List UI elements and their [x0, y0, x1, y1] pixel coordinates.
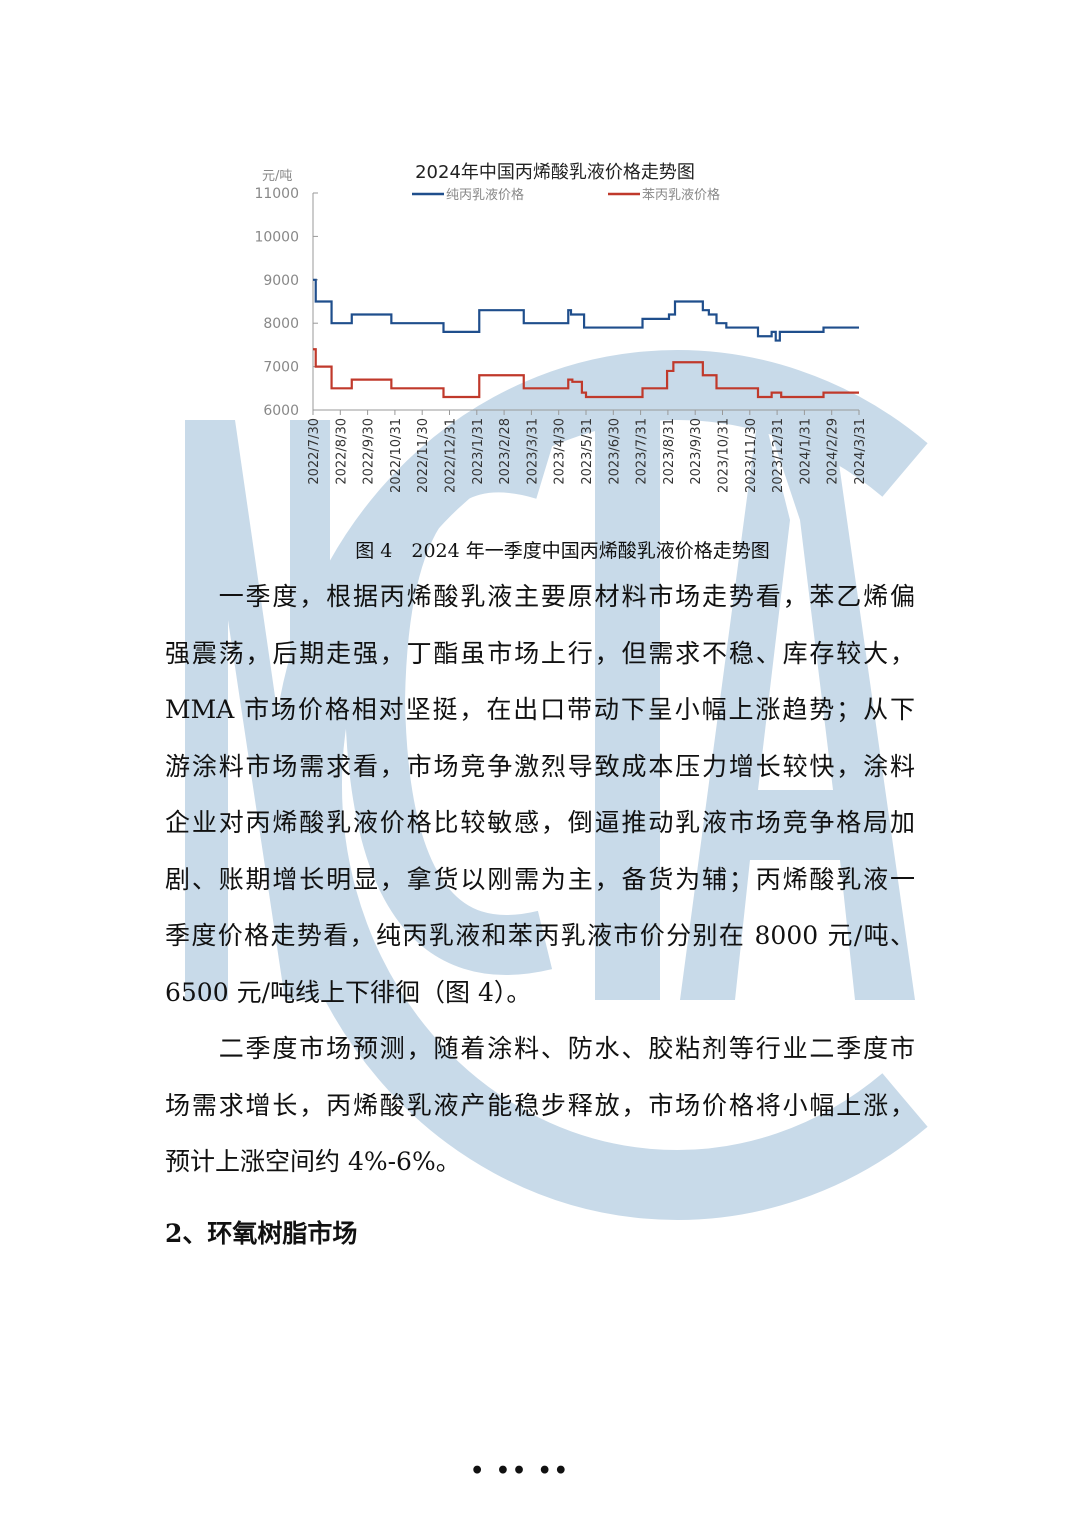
- section-heading: 2、环氧树脂市场: [165, 1219, 358, 1248]
- x-tick-label: 2022/11/30: [416, 418, 431, 493]
- x-tick-label: 2023/2/28: [498, 418, 513, 485]
- text-line: 剧、账期增长明显，拿货以刚需为主，备货为辅；丙烯酸乳液一: [165, 864, 915, 894]
- page-footer: • •• ••: [470, 1458, 570, 1484]
- y-tick-label: 6000: [263, 403, 299, 419]
- text-line: 强震荡，后期走强，丁酯虽市场上行，但需求不稳、库存较大，: [165, 638, 915, 668]
- text-line: 游涂料市场需求看，市场竞争激烈导致成本压力增长较快，涂料: [165, 751, 915, 781]
- paragraph-q1: 一季度，根据丙烯酸乳液主要原材料市场走势看，苯乙烯偏 强震荡，后期走强，丁酯虽市…: [165, 569, 915, 1021]
- x-tick-label: 2023/8/31: [662, 418, 677, 485]
- x-tick-label: 2022/12/31: [444, 418, 459, 493]
- y-tick-label: 9000: [263, 273, 299, 289]
- text-line: 6500 元/吨线上下徘徊（图 4）。: [165, 977, 532, 1007]
- text-line: MMA 市场价格相对坚挺，在出口带动下呈小幅上涨趋势；从下: [165, 695, 915, 724]
- text-line: 二季度市场预测，随着涂料、防水、胶粘剂等行业二季度市: [165, 1034, 915, 1063]
- x-tick-label: 2023/5/31: [580, 418, 595, 485]
- y-tick-label: 8000: [263, 316, 299, 332]
- x-tick-label: 2023/9/30: [689, 418, 704, 485]
- x-tick-label: 2023/1/31: [471, 418, 486, 485]
- series-line: [313, 348, 859, 399]
- text-line: 企业对丙烯酸乳液价格比较敏感，倒逼推动乳液市场竞争格局加: [165, 808, 915, 837]
- x-tick-label: 2023/11/30: [744, 418, 759, 493]
- paragraph-q2: 二季度市场预测，随着涂料、防水、胶粘剂等行业二季度市 场需求增长，丙烯酸乳液产能…: [165, 1021, 915, 1191]
- x-tick-label: 2024/2/29: [826, 418, 841, 485]
- x-tick-label: 2023/6/30: [607, 418, 622, 485]
- y-tick-label: 11000: [254, 186, 299, 202]
- x-tick-label: 2023/3/31: [525, 418, 540, 485]
- x-tick-label: 2023/7/31: [635, 418, 650, 485]
- x-tick-label: 2023/4/30: [553, 418, 568, 485]
- x-tick-label: 2024/1/31: [798, 418, 813, 485]
- figure-caption: 图 4 2024 年一季度中国丙烯酸乳液价格走势图: [355, 540, 770, 562]
- x-tick-label: 2023/10/31: [717, 418, 732, 493]
- watermark-letter-n: [185, 420, 330, 1000]
- x-tick-label: 2024/3/31: [853, 418, 868, 485]
- watermark-letter-a: [680, 400, 915, 1000]
- y-axis-unit: 元/吨: [262, 169, 292, 184]
- legend-label: 纯丙乳液价格: [446, 187, 524, 203]
- text-line: 预计上涨空间约 4%-6%。: [165, 1147, 461, 1176]
- y-tick-label: 7000: [263, 360, 299, 376]
- x-tick-label: 2022/8/30: [334, 418, 349, 485]
- x-tick-label: 2022/7/30: [307, 418, 322, 485]
- series-line: [313, 278, 859, 342]
- text-line: 场需求增长，丙烯酸乳液产能稳步释放，市场价格将小幅上涨，: [165, 1090, 915, 1120]
- watermark-letters: [185, 400, 915, 1000]
- watermark-letter-c: [344, 432, 554, 975]
- x-tick-label: 2023/12/31: [771, 418, 786, 493]
- text-line: 一季度，根据丙烯酸乳液主要原材料市场走势看，苯乙烯偏: [165, 582, 915, 611]
- x-tick-label: 2022/9/30: [362, 418, 377, 485]
- watermark-letter-i: [595, 420, 660, 1000]
- price-trend-chart: 2024年中国丙烯酸乳液价格走势图 元/吨 6000 7000 8000 9000 1000…: [254, 162, 868, 493]
- y-tick-label: 10000: [254, 229, 299, 245]
- x-tick-label: 2022/10/31: [389, 418, 404, 493]
- chart-title: 2024年中国丙烯酸乳液价格走势图: [415, 162, 695, 183]
- text-line: 季度价格走势看，纯丙乳液和苯丙乳液市价分别在 8000 元/吨、: [165, 921, 915, 950]
- legend-label: 苯丙乳液价格: [642, 187, 720, 203]
